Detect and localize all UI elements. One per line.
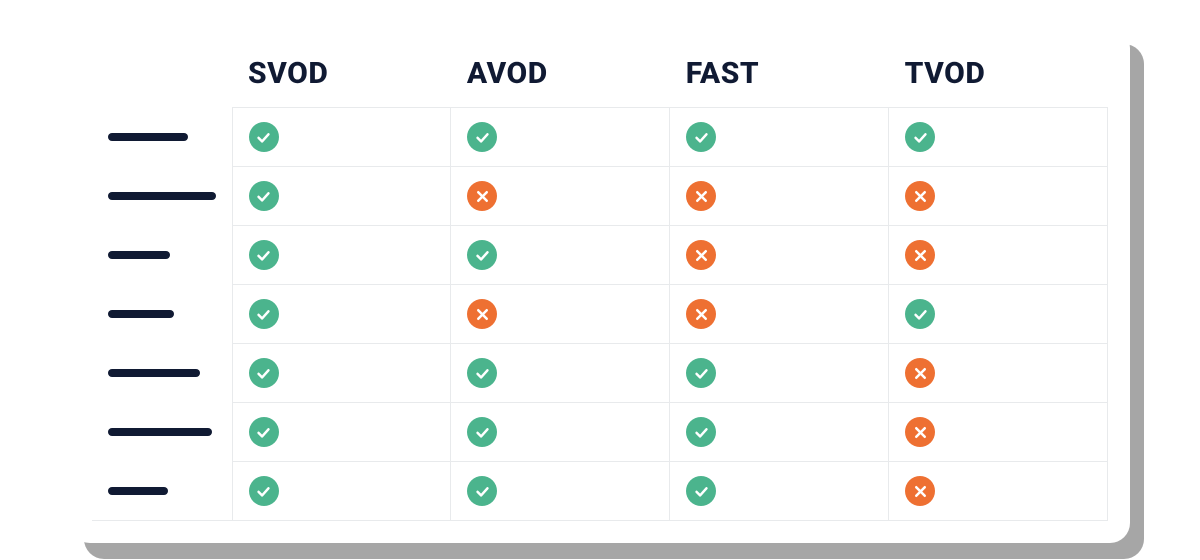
table-cell bbox=[670, 167, 889, 226]
table-cell bbox=[232, 108, 451, 167]
check-icon bbox=[905, 122, 935, 152]
cross-icon bbox=[686, 181, 716, 211]
table-header-blank bbox=[92, 48, 232, 108]
table-row bbox=[92, 403, 1108, 462]
check-icon bbox=[249, 122, 279, 152]
cross-icon bbox=[905, 181, 935, 211]
cross-icon bbox=[686, 299, 716, 329]
cross-icon bbox=[686, 240, 716, 270]
row-label-bar bbox=[108, 133, 188, 141]
cross-icon bbox=[905, 476, 935, 506]
table-row bbox=[92, 462, 1108, 521]
table-cell bbox=[889, 344, 1108, 403]
table-header-svod: SVOD bbox=[232, 48, 451, 108]
table-cell bbox=[889, 226, 1108, 285]
row-label-bar bbox=[108, 369, 200, 377]
cross-icon bbox=[905, 240, 935, 270]
check-icon bbox=[686, 417, 716, 447]
canvas: SVOD AVOD FAST TVOD bbox=[0, 0, 1200, 560]
check-icon bbox=[467, 417, 497, 447]
table-cell bbox=[670, 403, 889, 462]
table-row bbox=[92, 108, 1108, 167]
cross-icon bbox=[905, 417, 935, 447]
table-row bbox=[92, 344, 1108, 403]
row-label-bar bbox=[108, 428, 212, 436]
check-icon bbox=[686, 476, 716, 506]
table-row bbox=[92, 167, 1108, 226]
row-label-cell bbox=[92, 344, 232, 403]
check-icon bbox=[686, 122, 716, 152]
row-label-bar bbox=[108, 192, 216, 200]
table-cell bbox=[232, 344, 451, 403]
comparison-table: SVOD AVOD FAST TVOD bbox=[92, 48, 1108, 521]
table-cell bbox=[670, 462, 889, 521]
table-cell bbox=[670, 226, 889, 285]
table-cell bbox=[232, 226, 451, 285]
table-cell bbox=[889, 285, 1108, 344]
check-icon bbox=[249, 240, 279, 270]
table-cell bbox=[889, 403, 1108, 462]
check-icon bbox=[467, 240, 497, 270]
cross-icon bbox=[905, 358, 935, 388]
check-icon bbox=[467, 358, 497, 388]
table-cell bbox=[670, 285, 889, 344]
table-cell bbox=[451, 403, 670, 462]
comparison-card: SVOD AVOD FAST TVOD bbox=[70, 28, 1130, 543]
check-icon bbox=[467, 122, 497, 152]
table-cell bbox=[889, 462, 1108, 521]
table-cell bbox=[232, 167, 451, 226]
table-cell bbox=[232, 285, 451, 344]
check-icon bbox=[249, 181, 279, 211]
cross-icon bbox=[467, 181, 497, 211]
table-cell bbox=[451, 285, 670, 344]
table-cell bbox=[451, 108, 670, 167]
table-cell bbox=[232, 462, 451, 521]
table-header-tvod: TVOD bbox=[889, 48, 1108, 108]
row-label-bar bbox=[108, 487, 168, 495]
table-cell bbox=[889, 108, 1108, 167]
table-cell bbox=[451, 462, 670, 521]
check-icon bbox=[249, 358, 279, 388]
check-icon bbox=[249, 299, 279, 329]
row-label-cell bbox=[92, 403, 232, 462]
check-icon bbox=[249, 417, 279, 447]
check-icon bbox=[467, 476, 497, 506]
table-cell bbox=[232, 403, 451, 462]
row-label-cell bbox=[92, 167, 232, 226]
row-label-cell bbox=[92, 226, 232, 285]
check-icon bbox=[686, 358, 716, 388]
check-icon bbox=[249, 476, 279, 506]
table-header-row: SVOD AVOD FAST TVOD bbox=[92, 48, 1108, 108]
check-icon bbox=[905, 299, 935, 329]
table-header-fast: FAST bbox=[670, 48, 889, 108]
table-row bbox=[92, 285, 1108, 344]
table-cell bbox=[889, 167, 1108, 226]
table-cell bbox=[451, 344, 670, 403]
cross-icon bbox=[467, 299, 497, 329]
row-label-cell bbox=[92, 108, 232, 167]
table-cell bbox=[670, 344, 889, 403]
row-label-cell bbox=[92, 462, 232, 521]
row-label-cell bbox=[92, 285, 232, 344]
table-row bbox=[92, 226, 1108, 285]
row-label-bar bbox=[108, 310, 174, 318]
table-cell bbox=[670, 108, 889, 167]
row-label-bar bbox=[108, 251, 170, 259]
table-header-avod: AVOD bbox=[451, 48, 670, 108]
table-cell bbox=[451, 167, 670, 226]
table-cell bbox=[451, 226, 670, 285]
